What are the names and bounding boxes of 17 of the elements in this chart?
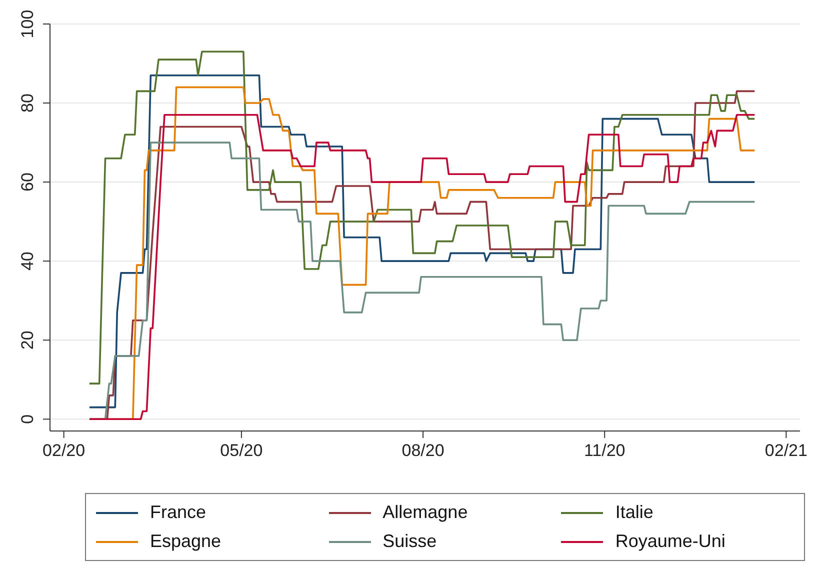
y-tick-label: 100	[18, 10, 37, 38]
x-tick-label: 02/20	[42, 441, 86, 460]
y-tick-label: 20	[18, 330, 37, 350]
y-tick-label: 40	[18, 252, 37, 271]
x-tick-label: 08/20	[402, 441, 444, 460]
y-tick-label: 80	[18, 94, 37, 112]
legend-label: Espagne	[150, 531, 222, 552]
y-tick-label: 0	[18, 414, 37, 424]
legend-label: Royaume-Uni	[615, 531, 726, 552]
legend-label: Italie	[615, 502, 654, 523]
legend-label: Allemagne	[382, 502, 468, 523]
x-tick-label: 02/21	[764, 441, 808, 460]
legend-label: France	[150, 502, 206, 523]
x-tick-label: 05/20	[220, 441, 263, 460]
x-tick-label: 11/20	[584, 441, 626, 460]
y-tick-label: 60	[18, 172, 37, 192]
legend-label: Suisse	[382, 531, 437, 552]
